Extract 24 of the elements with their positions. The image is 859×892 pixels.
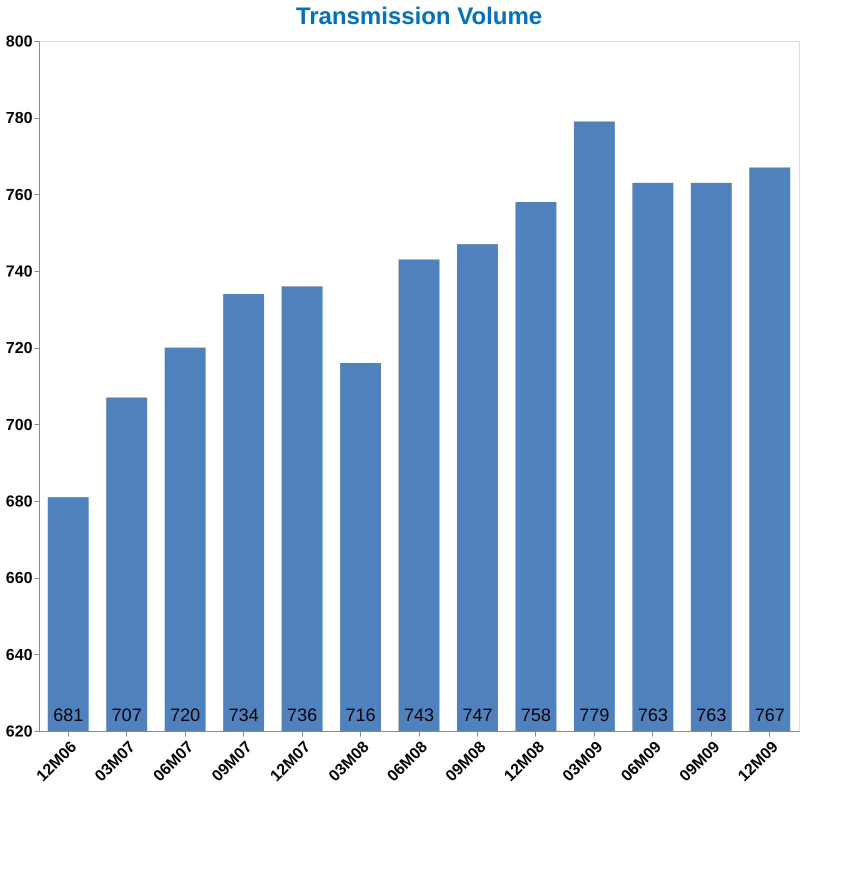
data-label: 758 bbox=[520, 705, 551, 725]
y-tick-label: 800 bbox=[6, 34, 33, 50]
y-tick-label: 760 bbox=[6, 186, 33, 204]
y-tick-label: 640 bbox=[6, 646, 33, 664]
y-tick-label: 680 bbox=[6, 494, 33, 510]
data-label: 779 bbox=[579, 705, 610, 725]
y-tick-label: 700 bbox=[6, 416, 33, 434]
y-tick-label: 740 bbox=[6, 264, 33, 280]
data-label: 734 bbox=[228, 705, 259, 725]
data-label: 681 bbox=[53, 705, 84, 725]
data-label: 707 bbox=[112, 705, 142, 725]
data-label: 763 bbox=[638, 705, 668, 725]
data-label: 743 bbox=[404, 705, 434, 725]
data-label: 763 bbox=[696, 705, 726, 725]
y-tick-label: 720 bbox=[6, 340, 33, 358]
data-label: 716 bbox=[346, 705, 376, 725]
data-label: 767 bbox=[754, 705, 785, 725]
y-tick-label: 620 bbox=[6, 724, 33, 740]
y-tick-label: 660 bbox=[6, 570, 33, 588]
data-label: 720 bbox=[170, 705, 200, 725]
data-label: 747 bbox=[462, 705, 492, 725]
y-tick-label: 780 bbox=[6, 110, 33, 128]
data-label: 736 bbox=[287, 705, 318, 725]
chart-title: Transmission Volume bbox=[296, 3, 542, 30]
